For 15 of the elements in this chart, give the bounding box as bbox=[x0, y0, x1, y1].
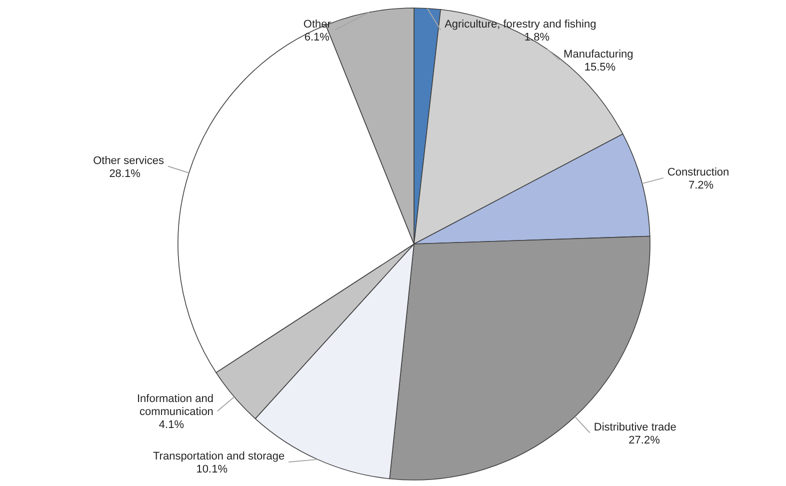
data-label: 15.5% bbox=[584, 62, 616, 74]
data-label: 27.2% bbox=[628, 434, 660, 446]
data-label: 28.1% bbox=[109, 168, 141, 180]
slice-label: Other bbox=[303, 18, 332, 30]
data-label: 7.2% bbox=[688, 179, 714, 192]
data-label: 10.1% bbox=[196, 464, 228, 476]
data-label: 4.1% bbox=[158, 419, 184, 432]
slice-label: Construction bbox=[667, 166, 730, 178]
slice-label: Distributive trade bbox=[594, 421, 676, 434]
slice-label: Information and communication bbox=[136, 393, 214, 418]
data-label: 6.1% bbox=[304, 32, 330, 44]
slice-label: Other services bbox=[93, 154, 164, 167]
slice-label: Manufacturing bbox=[564, 48, 634, 60]
slice-label: Transportation and storage bbox=[152, 450, 285, 462]
slice-label: Agriculture, forestry and fishing bbox=[444, 18, 596, 30]
